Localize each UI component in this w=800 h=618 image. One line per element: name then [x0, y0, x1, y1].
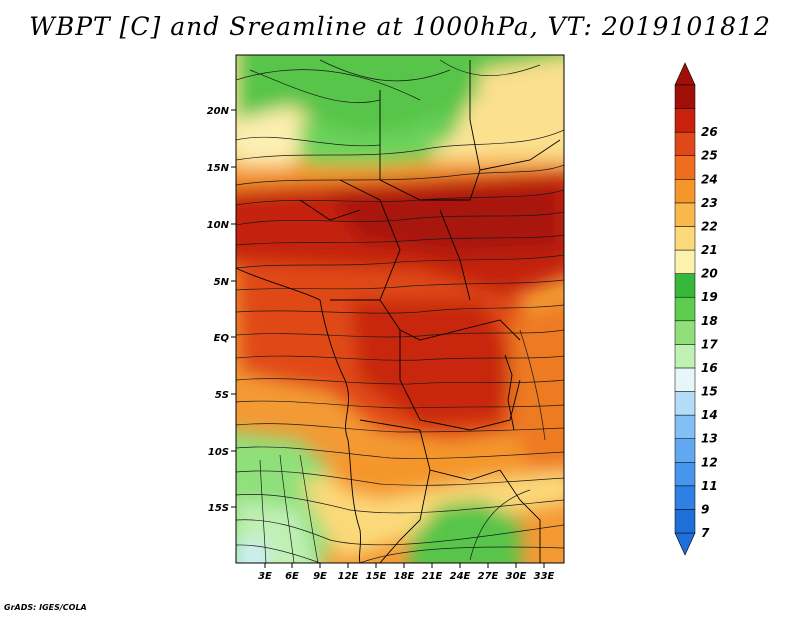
colorbar-label: 25: [701, 149, 718, 163]
colorbar-label: 13: [701, 432, 718, 446]
colorbar-label: 12: [701, 455, 718, 469]
colorbar-label: 15: [701, 385, 718, 399]
colorbar-segment: [674, 108, 696, 133]
colorbar-label: 19: [701, 290, 718, 304]
colorbar-label: 16: [701, 361, 718, 375]
colorbar-segment: [674, 485, 696, 510]
colorbar-label: 14: [701, 408, 718, 422]
lon-label: 30E: [506, 571, 527, 582]
latitude-labels: 20N 15N 10N 5N EQ 5S 10S 15S: [207, 106, 230, 514]
colorbar-segment: [674, 273, 696, 298]
colorbar-segment: [674, 226, 696, 251]
colorbar-segment: [674, 367, 696, 392]
lat-label: 10N: [207, 220, 230, 231]
lon-label: 27E: [478, 571, 499, 582]
colorbar-label: 22: [701, 219, 718, 233]
colorbar-segment: [674, 438, 696, 463]
lat-label: 15N: [207, 163, 230, 174]
colorbar-segment: [674, 155, 696, 180]
colorbar-segment: [674, 84, 696, 109]
colorbar-segment: [674, 179, 696, 204]
colorbar-segment: [674, 131, 696, 156]
colorbar-segment: [674, 296, 696, 322]
credit-label: GrADS: IGES/COLA: [4, 603, 87, 612]
lon-label: 9E: [313, 571, 327, 582]
lon-label: 24E: [450, 571, 471, 582]
lon-label: 21E: [422, 571, 443, 582]
axis-ticks: [231, 109, 545, 568]
lon-label: 6E: [285, 571, 299, 582]
lon-label: 3E: [258, 571, 272, 582]
lat-label: 20N: [207, 106, 230, 117]
colorbar-label: 9: [701, 502, 709, 516]
colorbar-segment: [674, 391, 696, 416]
colorbar-segment: [674, 462, 696, 487]
colorbar-arrow-low: [674, 532, 696, 556]
streamlines: [236, 59, 564, 563]
colorbar-arrow-high: [674, 62, 696, 86]
lat-label: 5N: [214, 277, 230, 288]
map-frame: [235, 54, 565, 564]
colorbar-label: 17: [701, 337, 718, 351]
lon-label: 18E: [394, 571, 415, 582]
colorbar-segment: [674, 344, 696, 369]
longitude-labels: 3E 6E 9E 12E 15E 18E 21E 24E 27E 30E 33E: [258, 571, 554, 582]
colorbar-label: 11: [701, 479, 718, 493]
colorbar-segment: [674, 414, 696, 439]
lon-label: 33E: [534, 571, 555, 582]
colorbar-label: 20: [701, 267, 718, 281]
colorbar-segment: [674, 320, 696, 345]
country-borders: [236, 60, 561, 563]
lat-label: EQ: [214, 333, 230, 344]
lat-label: 5S: [215, 390, 229, 401]
colorbar-label: 24: [701, 172, 718, 186]
colorbar-label: 18: [701, 314, 718, 328]
lat-label: 10S: [208, 447, 229, 458]
colorbar-segment: [674, 249, 696, 274]
lon-label: 12E: [338, 571, 359, 582]
map-title: WBPT [C] and Sreamline at 1000hPa, VT: 2…: [29, 12, 771, 41]
colorbar-label: 21: [701, 243, 718, 257]
wbpt-shading: [236, 55, 564, 563]
colorbar-label: 26: [701, 125, 718, 139]
lon-label: 15E: [366, 571, 387, 582]
colorbar-label: 7: [701, 526, 710, 540]
colorbar-segment: [674, 202, 696, 227]
colorbar: 7 9 11 12 13 14 15 16 17 18 19 20 21 22 23 24 25 26: [674, 62, 718, 556]
colorbar-label: 23: [701, 196, 718, 210]
lat-label: 15S: [208, 503, 229, 514]
colorbar-segment: [674, 509, 696, 534]
